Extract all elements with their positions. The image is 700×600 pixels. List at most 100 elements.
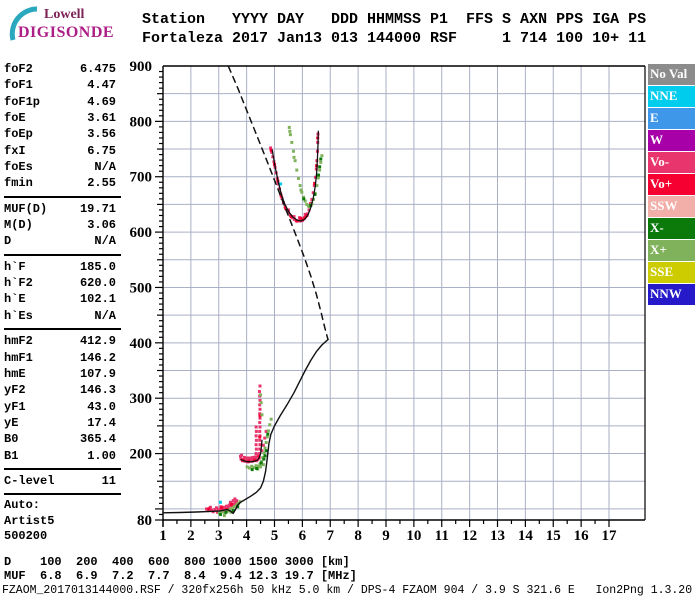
- param-label: yF2: [4, 383, 26, 398]
- param-value: N/A: [94, 308, 116, 323]
- param-label: h`F2: [4, 276, 33, 291]
- param-value: 412.9: [79, 334, 116, 349]
- param-label: M(D): [4, 218, 33, 233]
- dmuf-table: D 100 200 400 600 800 1000 1500 3000 [km…: [4, 555, 357, 583]
- param-value: 6.475: [79, 62, 116, 76]
- param-row-foes: foEs N/A: [4, 159, 116, 175]
- param-value: 146.3: [79, 383, 116, 398]
- param-row-fof2: foF2 6.475: [4, 61, 116, 77]
- param-label: h`Es: [4, 308, 33, 323]
- param-value: 43.0: [87, 399, 116, 414]
- param-row-fof1: foF1 4.47: [4, 77, 116, 93]
- param-label: fxI: [4, 143, 26, 158]
- param-value: 6.75: [87, 143, 116, 158]
- param-row-mufd: MUF(D) 19.71: [4, 201, 116, 217]
- echo-legend: No Val NNE E W Vo- Vo+ SSW X- X+ SSE NNW: [648, 64, 695, 306]
- param-value: N/A: [94, 160, 116, 175]
- header-values: Fortaleza 2017 Jan13 013 144000 RSF 1 71…: [142, 29, 647, 47]
- param-row-hmf2: hmF2 412.9: [4, 333, 116, 349]
- param-row-fmin: fmin 2.55: [4, 175, 116, 191]
- param-label: B0: [4, 432, 19, 447]
- legend-item-vo: Vo+: [648, 174, 695, 195]
- autoscaling-info: Artist5: [4, 513, 55, 528]
- param-row-fof1p: foF1p 4.69: [4, 94, 116, 110]
- param-row-yf1: yF1 43.0: [4, 399, 116, 415]
- x-tick-label: 11: [435, 528, 449, 544]
- parameter-panel: foF2 6.475 foF1 4.47 foF1p 4.69 foE 3.61 foEp 3.5…: [4, 61, 123, 545]
- legend-item-sse: SSE: [648, 262, 695, 283]
- param-value: 365.4: [79, 432, 116, 447]
- param-value: 185.0: [79, 259, 116, 274]
- param-row-hme: hmE 107.9: [4, 366, 116, 382]
- legend-item-w: W: [648, 130, 695, 151]
- panel-divider: [4, 328, 121, 331]
- param-value: 11: [101, 473, 116, 488]
- x-tick-label: 7: [327, 528, 335, 544]
- param-label: yF1: [4, 399, 26, 414]
- legend-item-nne: NNE: [648, 86, 695, 107]
- param-label: foEp: [4, 127, 33, 142]
- legend-item-vo: Vo-: [648, 152, 695, 173]
- x-tick-label: 16: [574, 528, 590, 544]
- y-tick-label: 800: [130, 114, 153, 130]
- x-tick-label: 1: [159, 528, 167, 544]
- logo-line1: Lowell: [44, 7, 85, 22]
- legend-item-noval: No Val: [648, 64, 695, 85]
- x-tick-label: 8: [354, 528, 362, 544]
- header-columns: Station YYYY DAY DDD HHMMSS P1 FFS S AXN…: [142, 11, 647, 28]
- param-row-foe: foE 3.61: [4, 110, 116, 126]
- param-row-md: M(D) 3.06: [4, 217, 116, 233]
- param-row-d: D N/A: [4, 233, 116, 249]
- file-info-line: FZAOM_2017013144000.RSF / 320fx256h 50 k…: [2, 584, 693, 597]
- param-label: hmE: [4, 366, 26, 381]
- y-tick-label: 80: [137, 513, 152, 529]
- param-row-hf2: h`F2 620.0: [4, 275, 116, 291]
- param-value: 4.47: [87, 78, 116, 93]
- x-tick-label: 10: [406, 528, 421, 544]
- param-label: fmin: [4, 176, 33, 191]
- x-tick-label: 4: [243, 528, 251, 544]
- x-tick-label: 17: [602, 528, 618, 544]
- legend-item-x: X+: [648, 240, 695, 261]
- param-row-b1: B1 1.00: [4, 448, 116, 464]
- param-value: 3.56: [87, 127, 116, 142]
- param-value: 1.00: [87, 448, 116, 463]
- x-tick-label: 14: [518, 528, 534, 544]
- param-value: 4.69: [87, 94, 116, 109]
- logo-line2: DIGISONDE: [18, 24, 115, 41]
- x-tick-label: 13: [490, 528, 505, 544]
- y-tick-label: 700: [130, 170, 153, 186]
- x-tick-label: 6: [299, 528, 307, 544]
- param-value: 3.61: [87, 111, 116, 126]
- param-row-he: h`E 102.1: [4, 291, 116, 307]
- param-label: h`F: [4, 259, 26, 274]
- y-tick-label: 400: [130, 336, 153, 352]
- y-tick-label: 200: [130, 447, 153, 463]
- legend-item-ssw: SSW: [648, 196, 695, 217]
- panel-divider: [4, 253, 121, 256]
- param-value: 19.71: [79, 201, 116, 216]
- x-tick-label: 9: [382, 528, 390, 544]
- y-tick-label: 300: [130, 391, 153, 407]
- param-label: foEs: [4, 160, 33, 175]
- x-tick-label: 12: [462, 528, 477, 544]
- param-row-fxi: fxI 6.75: [4, 143, 116, 159]
- param-row-b0: B0 365.4: [4, 431, 116, 447]
- param-row-yf2: yF2 146.3: [4, 382, 116, 398]
- logo-arc-icon: [9, 6, 38, 41]
- param-value: 3.06: [87, 218, 116, 233]
- y-tick-label: 600: [130, 225, 153, 241]
- param-label: yE: [4, 415, 19, 430]
- y-tick-label: 900: [130, 59, 153, 75]
- panel-divider: [4, 493, 121, 496]
- param-label: h`E: [4, 292, 26, 307]
- autoscaling-info: Auto:: [4, 498, 41, 513]
- legend-item-e: E: [648, 108, 695, 129]
- x-tick-label: 3: [215, 528, 223, 544]
- panel-divider: [4, 195, 121, 198]
- param-value: 102.1: [79, 292, 116, 307]
- param-label: C-level: [4, 473, 55, 488]
- param-row-hf: h`F 185.0: [4, 259, 116, 275]
- param-label: foF1p: [4, 94, 41, 109]
- param-label: foE: [4, 111, 26, 126]
